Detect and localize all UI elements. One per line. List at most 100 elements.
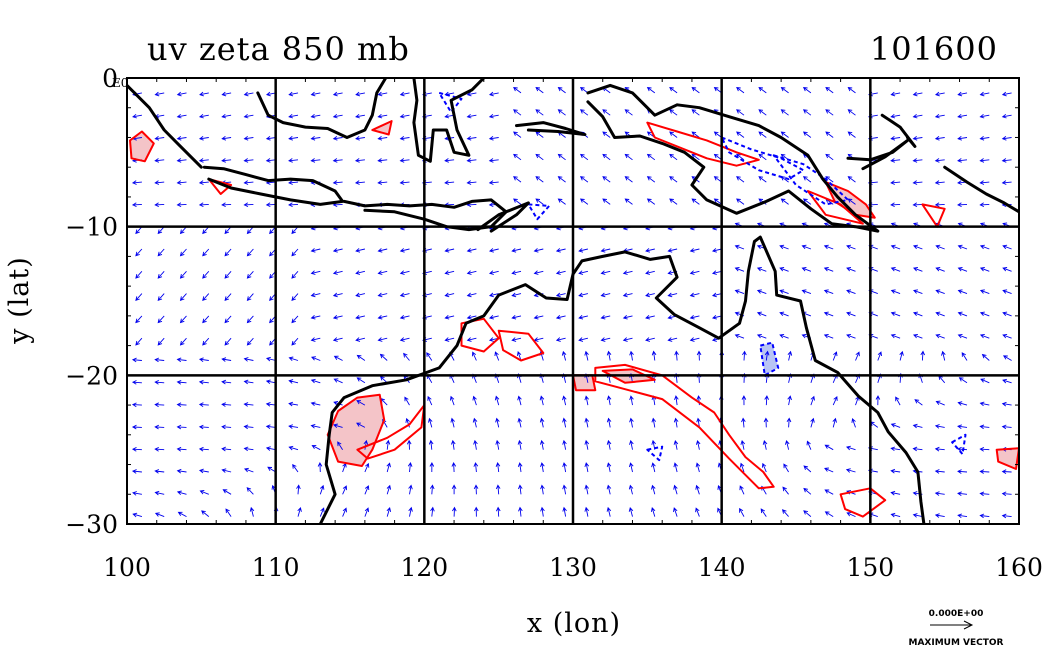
wind-vector	[450, 439, 456, 450]
wind-vector	[243, 136, 254, 141]
wind-vector	[980, 378, 990, 384]
wind-vector	[824, 489, 834, 495]
wind-vector	[846, 512, 856, 518]
wind-vector	[291, 293, 299, 301]
wind-vector	[912, 136, 923, 141]
wind-vector	[246, 270, 254, 279]
wind-vector	[488, 158, 499, 163]
wind-vector	[535, 198, 544, 205]
wind-vector	[355, 292, 366, 298]
wind-vector	[736, 109, 745, 116]
wind-vector	[979, 91, 990, 97]
wind-vector	[449, 395, 455, 406]
negative-vorticity-contour	[772, 154, 849, 206]
wind-vector	[310, 314, 321, 320]
wind-vector	[802, 198, 812, 205]
wind-vector	[429, 462, 435, 473]
wind-vector	[517, 395, 522, 406]
wind-vector	[310, 378, 321, 384]
wind-vector	[535, 176, 544, 183]
tick-layer: 100 110 120 130 140 150 160 0 −10 −20 −30	[65, 64, 1043, 582]
wind-vector	[399, 158, 410, 163]
wind-vector	[131, 357, 142, 363]
wind-vector	[555, 314, 566, 320]
wind-vector	[473, 506, 479, 517]
wind-vector	[600, 314, 611, 320]
wind-vector	[495, 462, 501, 473]
wind-vector	[584, 439, 590, 450]
wind-vector	[624, 198, 633, 205]
wind-vector	[154, 158, 165, 163]
wind-vector	[1002, 244, 1012, 250]
coastline-seram	[515, 121, 587, 136]
wind-vector	[761, 462, 767, 473]
wind-vector	[511, 248, 522, 253]
wind-vector	[913, 333, 923, 339]
wind-vector	[824, 444, 834, 451]
wind-vector	[221, 468, 232, 473]
wind-vector	[265, 446, 276, 451]
wind-vector	[535, 131, 544, 138]
wind-vector	[221, 379, 232, 385]
wind-vector	[557, 109, 566, 116]
wind-vector	[624, 109, 633, 116]
wind-vector	[890, 244, 901, 250]
wind-vector	[176, 113, 187, 119]
wind-vector	[472, 395, 477, 406]
wind-vector	[758, 153, 767, 161]
wind-vector	[466, 113, 477, 119]
wind-vector	[846, 244, 856, 250]
wind-vector	[221, 136, 232, 141]
wind-vector	[310, 270, 321, 275]
wind-vector	[780, 198, 789, 205]
wind-vector	[912, 180, 923, 185]
wind-vector	[364, 485, 370, 495]
wind-vector	[935, 311, 945, 317]
wind-vector	[780, 131, 789, 138]
wind-vector	[132, 512, 143, 518]
wind-vector	[913, 244, 923, 250]
wind-vector	[1001, 113, 1012, 119]
wind-vector	[408, 506, 413, 517]
corner-label: E0	[112, 76, 128, 90]
wind-vector	[691, 109, 700, 116]
wind-vector	[377, 270, 388, 275]
wind-vector	[779, 311, 789, 317]
wind-vector	[473, 484, 479, 495]
wind-vector	[157, 248, 165, 257]
wind-vector	[823, 333, 834, 339]
wind-vector	[466, 158, 477, 163]
wind-vector	[602, 198, 611, 205]
wind-vector	[824, 467, 834, 473]
wind-vector	[1001, 158, 1012, 163]
wind-vector	[246, 293, 254, 301]
wind-vector	[762, 439, 768, 450]
wind-vector	[890, 91, 901, 97]
wind-vector	[667, 292, 678, 298]
wind-vector	[935, 400, 945, 406]
wind-vector	[176, 468, 187, 474]
wind-vector	[651, 350, 657, 361]
wind-vector	[584, 417, 590, 428]
wind-vector	[405, 417, 410, 428]
wind-vector	[1001, 491, 1012, 497]
wind-vector	[265, 91, 276, 97]
wind-vector	[198, 136, 209, 141]
wind-vector	[202, 337, 210, 346]
wind-vector	[756, 333, 767, 339]
wind-vector	[935, 244, 945, 250]
wind-vector	[734, 267, 745, 272]
wind-vector	[562, 506, 567, 517]
wind-vector	[332, 292, 343, 298]
wind-vector	[179, 337, 187, 346]
wind-vector	[934, 136, 945, 141]
wind-vector	[877, 351, 882, 361]
wind-vector	[890, 468, 901, 474]
wind-vector	[511, 337, 522, 342]
wind-vector	[651, 484, 656, 495]
wind-vector	[779, 333, 789, 339]
wind-vector	[428, 439, 434, 450]
wind-vector	[131, 402, 142, 408]
wind-vector	[645, 314, 655, 320]
wind-vector	[292, 463, 299, 473]
